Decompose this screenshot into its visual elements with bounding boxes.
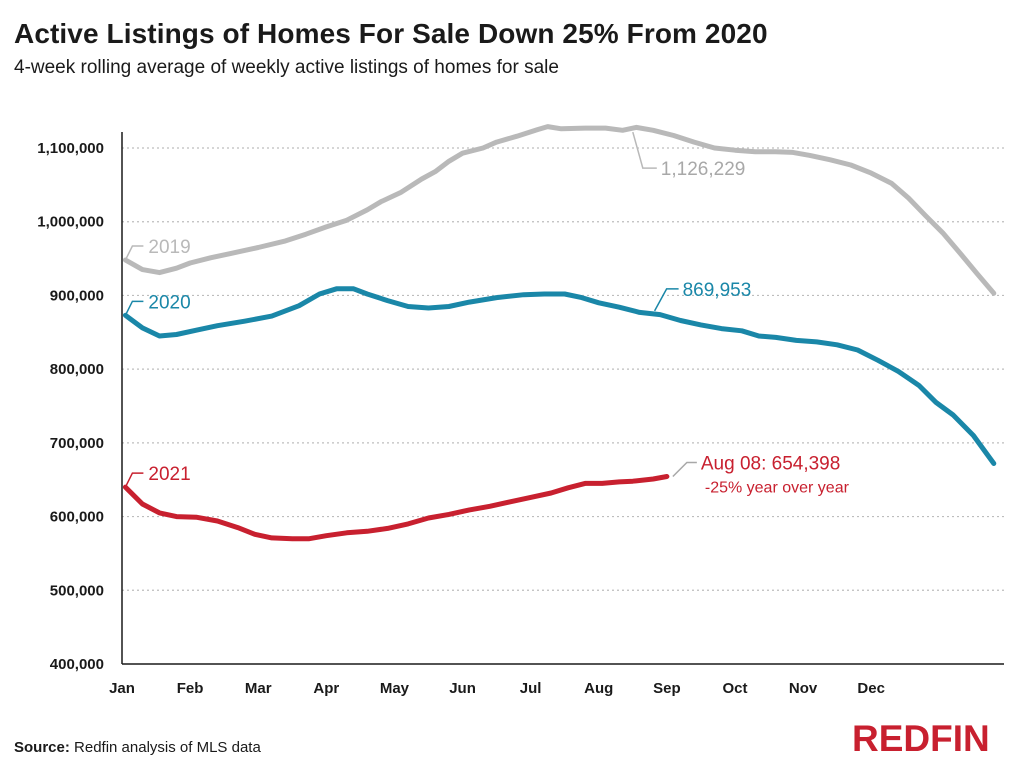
source-note: Source: Redfin analysis of MLS data: [14, 739, 261, 756]
value-leader-2021: [672, 461, 697, 478]
x-tick-label: Oct: [722, 680, 747, 697]
value-label-2020: 869,953: [683, 280, 752, 301]
value-leader-2020: [653, 288, 679, 312]
x-tick-label: Jul: [520, 680, 542, 697]
value-leader-2019: [632, 131, 657, 169]
y-tick-label: 400,000: [50, 656, 104, 673]
value-label-2021: Aug 08: 654,398: [701, 453, 840, 474]
series-name-label-2020: 2020: [148, 292, 190, 313]
x-tick-label: Feb: [177, 680, 204, 697]
series-line-2020: [122, 286, 997, 466]
y-tick-label: 1,000,000: [37, 214, 104, 231]
series-name-label-2021: 2021: [148, 464, 190, 485]
x-tick-label: Dec: [857, 680, 885, 697]
x-tick-label: Mar: [245, 680, 272, 697]
series-name-leader: [124, 245, 144, 261]
y-tick-label: 1,100,000: [37, 140, 104, 157]
source-text: Redfin analysis of MLS data: [74, 739, 261, 756]
x-tick-label: Jan: [109, 680, 135, 697]
source-label: Source:: [14, 739, 70, 756]
y-tick-label: 600,000: [50, 509, 104, 526]
y-tick-label: 500,000: [50, 582, 104, 599]
series-name-label-2019: 2019: [148, 237, 190, 258]
x-tick-label: Sep: [653, 680, 681, 697]
x-tick-label: Nov: [789, 680, 818, 697]
series-lines: [122, 124, 997, 542]
y-tick-label: 800,000: [50, 361, 104, 378]
x-tick-label: Jun: [449, 680, 476, 697]
x-axis: Jan Feb Mar Apr May Jun Jul Aug Sep Oct Nov Dec: [109, 663, 1004, 697]
series-name-leader: [124, 300, 144, 316]
grid-lines: [122, 147, 1004, 591]
series-labels: 2019 2020 2021 1,126,229 869,953 Aug 08: 654,…: [124, 131, 850, 496]
yoy-change-label: -25% year over year: [705, 479, 850, 496]
value-label-2019: 1,126,229: [661, 159, 746, 180]
x-tick-label: Aug: [584, 680, 613, 697]
chart-title: Active Listings of Homes For Sale Down 2…: [14, 18, 768, 49]
y-tick-label: 700,000: [50, 435, 104, 452]
series-line-2021: [122, 474, 670, 542]
series-name-leader: [124, 472, 144, 488]
y-tick-label: 900,000: [50, 287, 104, 304]
x-tick-label: May: [380, 680, 410, 697]
series-line-2019: [122, 124, 997, 296]
x-tick-label: Apr: [313, 680, 339, 697]
chart-subtitle: 4-week rolling average of weekly active …: [14, 57, 559, 78]
y-axis: 400,000 500,000 600,000 700,000 800,000 900,0…: [37, 132, 123, 673]
redfin-logo: REDFIN: [852, 718, 990, 759]
